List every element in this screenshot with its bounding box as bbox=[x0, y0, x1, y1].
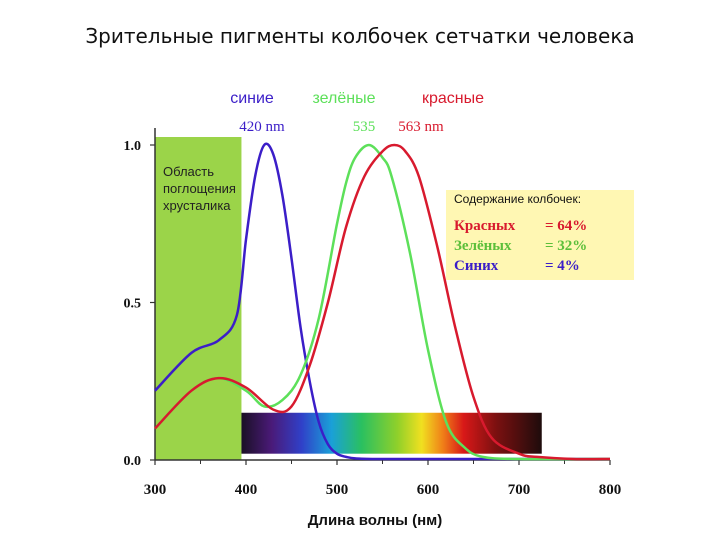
x-axis-label: Длина волны (нм) bbox=[308, 512, 443, 529]
info-box-row-value: = 64% bbox=[545, 218, 587, 234]
x-tick-label: 300 bbox=[144, 482, 167, 498]
series-line-3 bbox=[154, 143, 611, 461]
info-box-title: Содержание колбочек: bbox=[454, 192, 581, 206]
legend-item-2: зелёные bbox=[313, 90, 376, 107]
legend-item-1: синие bbox=[230, 90, 274, 107]
y-tick-label: 1.0 bbox=[124, 139, 142, 154]
x-tick-label: 800 bbox=[599, 482, 622, 498]
y-tick-label: 0.5 bbox=[124, 297, 142, 312]
lens-region-label: поглощения bbox=[163, 181, 236, 196]
peak-label: 563 nm bbox=[398, 119, 444, 135]
spectrum-band bbox=[241, 412, 542, 454]
series-line-2 bbox=[154, 143, 611, 461]
x-tick-label: 500 bbox=[326, 482, 349, 498]
slide-title: Зрительные пигменты колбочек сетчатки че… bbox=[85, 24, 635, 48]
peak-label: 420 nm bbox=[239, 119, 285, 135]
x-tick-label: 600 bbox=[417, 482, 440, 498]
info-box-row-name: Зелёных bbox=[454, 238, 512, 254]
x-tick-label: 400 bbox=[235, 482, 258, 498]
info-box-row-value: = 4% bbox=[545, 258, 580, 274]
info-box-row-name: Красных bbox=[454, 218, 516, 234]
info-box-row-name: Синих bbox=[454, 258, 499, 274]
series-line-1 bbox=[154, 142, 610, 461]
legend-item-3: красные bbox=[422, 90, 484, 107]
peak-label: 535 bbox=[353, 119, 376, 135]
lens-region-label: хрусталика bbox=[163, 198, 231, 213]
lens-region bbox=[155, 137, 242, 460]
info-box bbox=[446, 190, 634, 280]
x-tick-label: 700 bbox=[508, 482, 531, 498]
y-tick-label: 0.0 bbox=[124, 454, 142, 469]
lens-region-label: Область bbox=[163, 164, 214, 179]
info-box-row-value: = 32% bbox=[545, 238, 587, 254]
